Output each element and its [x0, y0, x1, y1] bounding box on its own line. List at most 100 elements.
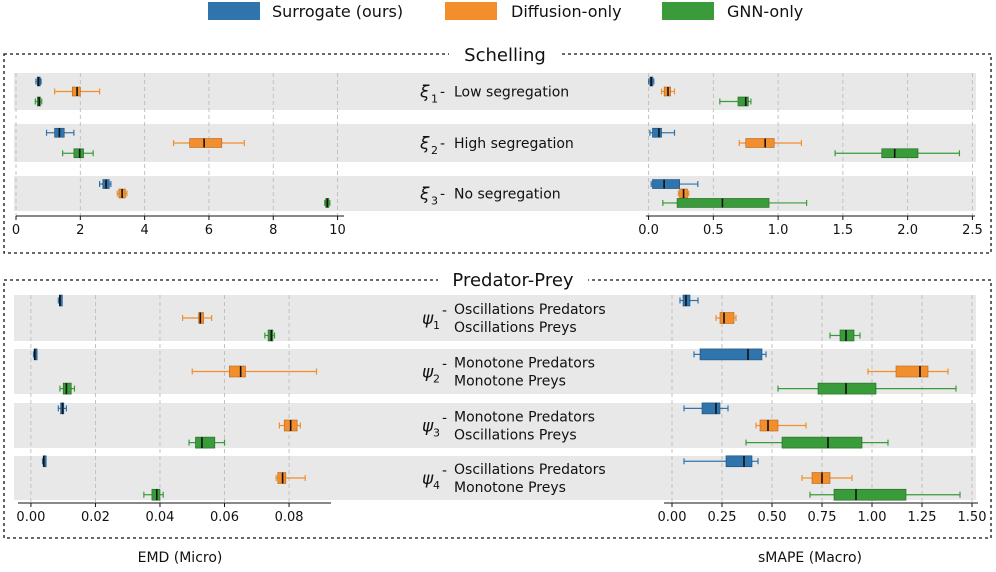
scenario-dash: -	[442, 357, 447, 373]
xlabel-left: EMD (Micro)	[138, 550, 223, 566]
box-diffusion	[715, 312, 737, 324]
tick-label: 10	[329, 223, 346, 238]
iqr-box	[745, 138, 775, 148]
plots: 0 2 4 6 8 10 0.0 0.5 1.0 1.5 2.0 2.5ξ 1- Low segregat…	[12, 73, 986, 525]
box-gnn	[34, 96, 43, 107]
tick-label: 0.25	[708, 510, 737, 525]
legend-swatch-surrogate	[208, 2, 260, 20]
box-gnn	[264, 329, 276, 342]
tick-label: 0.5	[703, 223, 724, 238]
scenario-label: ξ 1- Low segregation	[419, 83, 569, 106]
box-diffusion	[738, 138, 803, 148]
tick-label: 0.50	[758, 510, 787, 525]
scenario-desc: Oscillations Preys	[454, 428, 577, 444]
scenario-subscript: 2	[431, 144, 438, 157]
scenario-dash: -	[442, 411, 447, 427]
scenario-desc: Monotone Predators	[454, 356, 595, 372]
box-gnn	[143, 488, 164, 501]
box-gnn	[62, 148, 94, 159]
iqr-box	[195, 436, 216, 449]
box-diffusion	[660, 86, 676, 97]
box-gnn	[745, 436, 889, 449]
iqr-box	[229, 365, 246, 378]
tick-label: 8	[269, 223, 277, 238]
scenario-subscript: 3	[433, 427, 440, 440]
iqr-box	[62, 382, 72, 395]
box-surrogate	[683, 402, 729, 415]
tick-label: 0.0	[638, 223, 659, 238]
scenario-symbol: ξ	[419, 134, 430, 154]
scenario-label: ξ 3- No segregation	[419, 185, 561, 208]
box-gnn	[324, 198, 331, 208]
iqr-box	[737, 96, 749, 107]
scenario-label: ψ 4- Oscillations Predators Monotone Preys	[422, 462, 606, 496]
iqr-box	[198, 312, 204, 324]
tick-label: 4	[140, 223, 148, 238]
iqr-box	[725, 455, 753, 468]
scenario-symbol: ψ	[422, 309, 434, 329]
box-surrogate	[99, 179, 112, 189]
box-surrogate	[35, 76, 42, 87]
scenario-desc: Monotone Predators	[454, 410, 595, 426]
box-surrogate	[45, 127, 75, 138]
box-gnn	[777, 382, 957, 395]
row-band	[14, 349, 976, 394]
box-surrogate	[57, 402, 68, 415]
scenario-label: ξ 2- High segregation	[419, 134, 574, 157]
iqr-box	[817, 382, 877, 395]
scenario-dash: -	[440, 187, 445, 203]
scenario-subscript: 1	[433, 319, 440, 332]
iqr-box	[881, 148, 919, 159]
box-diffusion	[801, 472, 853, 484]
box-surrogate	[679, 294, 699, 307]
scenario-symbol: ξ	[419, 185, 430, 205]
panel-title-bg-predator-prey	[438, 266, 588, 292]
box-diffusion	[275, 472, 306, 484]
row-band	[14, 73, 976, 110]
iqr-box	[277, 472, 287, 484]
iqr-box	[151, 488, 161, 501]
iqr-box	[781, 436, 863, 449]
scenario-symbol: ψ	[422, 469, 434, 489]
axis-left: 0 2 4 6 8 10	[12, 73, 346, 238]
scenario-label: ψ 2- Monotone Predators Monotone Preys	[422, 356, 595, 390]
scenario-dash: -	[442, 303, 447, 319]
panel-title-schelling: Schelling	[464, 45, 546, 66]
legend-label-gnn: GNN-only	[727, 2, 803, 21]
scenario-label: ψ 3- Monotone Predators Oscillations Preys	[422, 410, 595, 444]
box-diffusion	[181, 312, 213, 324]
box-diffusion	[278, 419, 301, 432]
iqr-box	[652, 179, 680, 189]
tick-label: 0.00	[658, 510, 687, 525]
tick-label: 1.0	[768, 223, 789, 238]
legend: Surrogate (ours) Diffusion-only GNN-only	[208, 2, 803, 21]
box-diffusion	[53, 86, 101, 97]
legend-swatch-diffusion	[445, 2, 497, 20]
box-gnn	[719, 96, 752, 107]
scenario-desc: Monotone Preys	[454, 374, 566, 390]
panel-title-predator-prey: Predator-Prey	[452, 270, 574, 291]
axis-right: 0.0 0.5 1.0 1.5 2.0 2.5	[638, 73, 983, 238]
tick-label: 2.0	[897, 223, 918, 238]
box-surrogate	[57, 294, 63, 307]
panel-0: 0 2 4 6 8 10 0.0 0.5 1.0 1.5 2.0 2.5ξ 1- Low segregat…	[12, 73, 983, 238]
scenario-subscript: 4	[433, 479, 440, 492]
axis-left: 0.00 0.02 0.04 0.06 0.08	[16, 294, 331, 525]
tick-label: 0	[12, 223, 20, 238]
box-surrogate	[647, 76, 655, 87]
scenario-symbol: ψ	[422, 363, 434, 383]
box-diffusion	[172, 138, 245, 148]
iqr-box	[895, 365, 929, 378]
scenario-label: ψ 1- Oscillations Predators Oscillations Pr…	[422, 302, 606, 336]
iqr-box	[71, 86, 81, 97]
iqr-box	[189, 138, 223, 148]
scenario-symbol: ψ	[422, 417, 434, 437]
tick-label: 6	[205, 223, 213, 238]
iqr-box	[839, 329, 855, 342]
tick-label: 0.08	[275, 510, 304, 525]
box-diffusion	[116, 188, 128, 199]
box-surrogate	[649, 127, 676, 138]
scenario-desc: No segregation	[454, 187, 561, 203]
iqr-box	[701, 402, 721, 415]
